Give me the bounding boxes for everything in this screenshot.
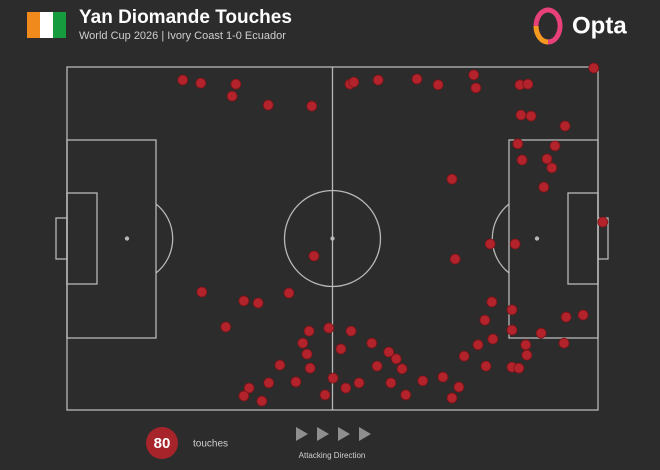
touch-point xyxy=(230,78,242,90)
touch-label: touches xyxy=(193,439,228,450)
brand-logo xyxy=(533,7,563,45)
touch-point xyxy=(515,109,527,121)
touch-point xyxy=(486,296,498,308)
touch-point xyxy=(297,337,309,349)
touch-point xyxy=(238,295,250,307)
touch-point xyxy=(263,377,275,389)
touch-point xyxy=(472,339,484,351)
touch-point xyxy=(513,362,525,374)
count-badge xyxy=(146,427,178,459)
touch-point xyxy=(458,350,470,362)
title: Yan Diomande Touches xyxy=(79,7,292,28)
touch-points xyxy=(177,62,609,407)
touch-point xyxy=(516,154,528,166)
touch-point xyxy=(411,73,423,85)
touch-point xyxy=(453,381,465,393)
touch-point xyxy=(335,343,347,355)
subtitle: World Cup 2026 | Ivory Coast 1-0 Ecuador xyxy=(79,30,286,42)
touch-point xyxy=(348,76,360,88)
touch-point xyxy=(308,250,320,262)
touch-point xyxy=(437,371,449,383)
touch-point xyxy=(390,353,402,365)
touch-point xyxy=(290,376,302,388)
touch-point xyxy=(396,363,408,375)
touch-point xyxy=(303,325,315,337)
touch-point xyxy=(506,324,518,336)
touch-point xyxy=(283,287,295,299)
touch-point xyxy=(274,359,286,371)
touch-point xyxy=(588,62,600,74)
touch-point xyxy=(306,100,318,112)
touch-point xyxy=(480,360,492,372)
brand: Opta xyxy=(572,12,627,39)
touch-point xyxy=(538,181,550,193)
touch-point xyxy=(521,349,533,361)
touch-point xyxy=(449,253,461,265)
touch-point xyxy=(577,309,589,321)
pitch xyxy=(55,66,609,411)
touch-count: 80 xyxy=(154,435,171,452)
touch-point xyxy=(487,333,499,345)
touch-point xyxy=(446,173,458,185)
touch-point xyxy=(243,382,255,394)
touch-point xyxy=(597,216,609,228)
touch-point xyxy=(535,327,547,339)
touch-point xyxy=(559,120,571,132)
touch-point xyxy=(509,238,521,250)
touch-point xyxy=(323,322,335,334)
touch-point xyxy=(546,162,558,174)
touch-point xyxy=(432,79,444,91)
touch-point xyxy=(319,389,331,401)
touch-point xyxy=(262,99,274,111)
touch-point xyxy=(220,321,232,333)
touch-point xyxy=(417,375,429,387)
touch-point xyxy=(196,286,208,298)
touch-point xyxy=(549,140,561,152)
touch-point xyxy=(353,377,365,389)
touch-point xyxy=(345,325,357,337)
touch-point xyxy=(560,311,572,323)
touch-point xyxy=(252,297,264,309)
touch-point xyxy=(468,69,480,81)
touch-point xyxy=(301,348,313,360)
touch-point xyxy=(385,377,397,389)
touch-point xyxy=(512,138,524,150)
touch-point xyxy=(520,339,532,351)
touch-point xyxy=(383,346,395,358)
direction-label: Attacking Direction xyxy=(299,451,366,460)
touch-point xyxy=(371,360,383,372)
touch-point xyxy=(340,382,352,394)
touch-point xyxy=(541,153,553,165)
flag xyxy=(27,12,66,38)
touch-point xyxy=(372,74,384,86)
touch-point xyxy=(226,90,238,102)
touch-point xyxy=(484,238,496,250)
touch-point xyxy=(558,337,570,349)
touch-point xyxy=(506,304,518,316)
touch-point xyxy=(470,82,482,94)
touch-point xyxy=(327,372,339,384)
touch-point xyxy=(446,392,458,404)
touch-point xyxy=(400,389,412,401)
direction-arrows xyxy=(296,427,371,441)
touch-point xyxy=(177,74,189,86)
touch-point xyxy=(479,314,491,326)
touch-point xyxy=(304,362,316,374)
touch-point xyxy=(366,337,378,349)
touch-point xyxy=(195,77,207,89)
touch-point xyxy=(525,110,537,122)
touch-point xyxy=(238,390,250,402)
touch-point xyxy=(522,78,534,90)
touch-point xyxy=(256,395,268,407)
